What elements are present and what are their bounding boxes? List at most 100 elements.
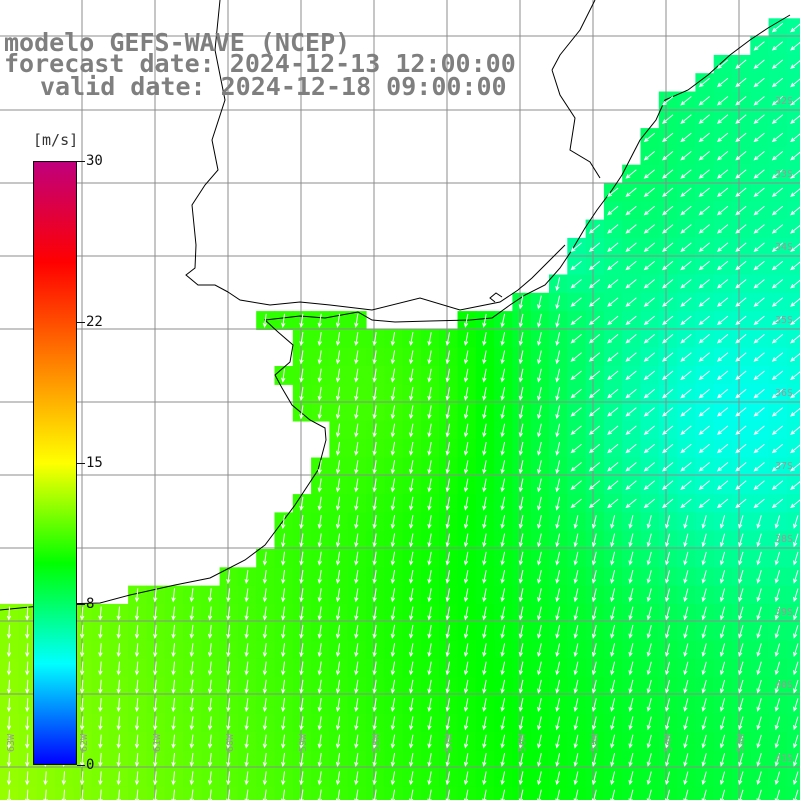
wind-arrow [716, 187, 729, 198]
wind-arrow [262, 771, 268, 786]
wind-arrow [299, 734, 304, 749]
wind-arrow [774, 624, 781, 639]
wind-arrow [771, 260, 784, 271]
wind-arrow [335, 643, 341, 658]
wind-arrow [6, 789, 12, 800]
wind-arrow [390, 716, 396, 731]
wind-arrow [335, 441, 341, 456]
wind-arrow [518, 350, 524, 365]
wind-arrow [335, 386, 341, 402]
wind-arrow [518, 551, 524, 566]
wind-speed-cell [786, 603, 800, 623]
wind-arrow [643, 407, 656, 417]
wind-arrow [427, 734, 432, 749]
longitude-label: 61W [152, 733, 163, 752]
wind-arrow [646, 698, 652, 712]
wind-arrow [171, 606, 176, 621]
wind-arrow [226, 606, 231, 621]
latitude-label: 35S [775, 315, 793, 326]
wind-arrow [646, 753, 652, 767]
wind-arrow [445, 368, 451, 383]
wind-arrow [299, 368, 304, 383]
wind-arrow [555, 441, 561, 456]
wind-arrow [354, 313, 359, 328]
wind-arrow [79, 606, 85, 621]
wind-arrow [299, 551, 304, 566]
wind-arrow [790, 188, 800, 198]
wind-arrow [790, 298, 800, 307]
wind-arrow [680, 315, 692, 326]
wind-arrow [354, 478, 359, 493]
wind-arrow [518, 295, 524, 310]
wind-arrow [445, 332, 451, 347]
wind-arrow [661, 425, 674, 435]
wind-arrow [680, 388, 692, 399]
wind-arrow [735, 260, 747, 271]
wind-arrow [625, 498, 637, 509]
wind-arrow [372, 423, 377, 438]
wind-speed-cell [786, 109, 800, 129]
wind-arrow [463, 496, 469, 511]
wind-arrow [25, 606, 30, 621]
longitude-label: 58W [371, 733, 382, 752]
wind-arrow [427, 606, 432, 621]
wind-arrow [756, 551, 762, 566]
wind-arrow [372, 496, 377, 511]
wind-arrow [116, 679, 121, 694]
wind-arrow [427, 643, 432, 658]
wind-arrow [171, 624, 176, 639]
wind-arrow [116, 643, 121, 658]
wind-arrow [610, 734, 616, 749]
wind-arrow [555, 734, 561, 749]
wind-arrow [98, 734, 103, 749]
wind-arrow [570, 443, 582, 454]
latitude-label: 41S [775, 753, 793, 764]
wind-arrow [482, 368, 487, 383]
wind-arrow [482, 332, 487, 347]
wind-arrow [189, 624, 195, 639]
wind-arrow [701, 515, 707, 529]
wind-speed-cell [786, 54, 800, 74]
wind-arrow [610, 606, 616, 621]
wind-arrow [735, 352, 747, 362]
wind-arrow [427, 515, 432, 530]
wind-arrow [537, 643, 542, 658]
wind-arrow [716, 205, 729, 216]
wind-arrow [335, 368, 341, 383]
wind-arrow [317, 332, 322, 347]
latitude-label: 37S [775, 461, 793, 472]
wind-arrow [116, 624, 121, 639]
wind-arrow [771, 498, 784, 509]
wind-arrow [771, 41, 784, 51]
wind-arrow [680, 297, 692, 307]
wind-arrow [661, 443, 674, 454]
wind-arrow [409, 551, 414, 566]
wind-arrow [735, 480, 747, 490]
wind-arrow [427, 551, 432, 566]
wind-arrow [153, 643, 158, 658]
wind-arrow [790, 224, 800, 234]
wind-arrow [698, 297, 710, 307]
wind-speed-cell [786, 402, 800, 422]
wind-speed-cell [786, 512, 800, 532]
wind-arrow [716, 132, 729, 143]
wind-arrow [793, 570, 799, 584]
wind-arrow [774, 698, 781, 712]
wind-speed-cell [786, 439, 800, 459]
wind-arrow [354, 679, 359, 694]
wind-arrow [753, 388, 765, 399]
wind-arrow [537, 423, 542, 438]
wind-arrow [354, 752, 359, 768]
wind-arrow [79, 661, 85, 676]
wind-arrow [790, 206, 800, 216]
wind-arrow [445, 478, 451, 493]
wind-arrow [207, 752, 213, 768]
wind-arrow [116, 716, 121, 731]
wind-arrow [607, 260, 619, 271]
colorbar-tick-label: 30 [86, 153, 103, 169]
wind-arrow [607, 462, 619, 472]
wind-arrow [735, 334, 747, 344]
wind-arrow [226, 679, 231, 694]
wind-arrow [445, 606, 451, 621]
wind-arrow [335, 332, 341, 347]
